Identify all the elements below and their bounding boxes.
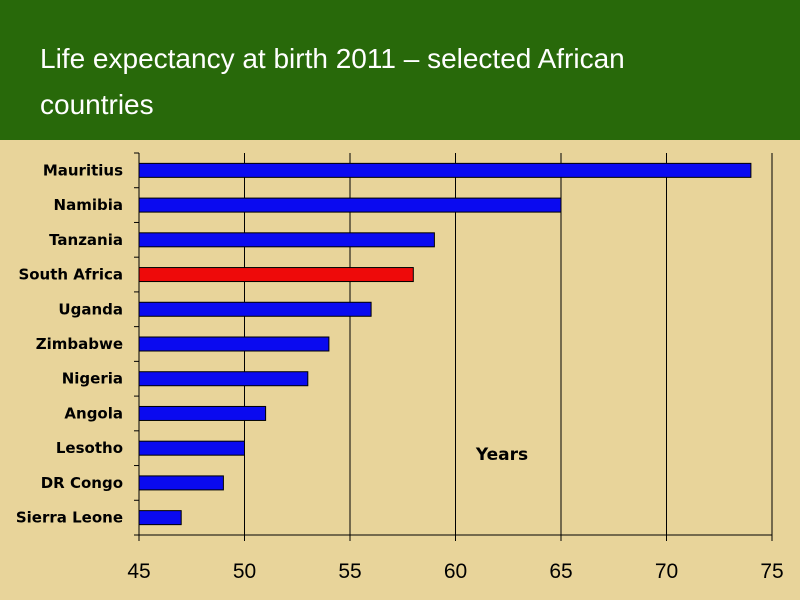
category-label-zimbabwe: Zimbabwe	[36, 335, 123, 353]
bar-lesotho	[138, 440, 245, 456]
x-tick-label-70: 70	[655, 560, 678, 583]
title-bar: Life expectancy at birth 2011 – selected…	[0, 0, 800, 140]
category-labels: Mauritius Namibia Tanzania South Africa Ugan…	[16, 161, 123, 526]
category-label-uganda: Uganda	[58, 300, 123, 318]
x-tick-label-75: 75	[760, 560, 783, 583]
bar-south-africa	[138, 267, 414, 283]
x-tick-label-65: 65	[549, 560, 572, 583]
category-label-namibia: Namibia	[54, 196, 123, 214]
bar-uganda	[138, 301, 372, 317]
x-tick-label-45: 45	[127, 560, 150, 583]
category-label-tanzania: Tanzania	[49, 231, 123, 249]
category-label-south-africa: South Africa	[18, 266, 123, 284]
x-tick-label-55: 55	[338, 560, 361, 583]
axes	[134, 152, 773, 541]
bar-angola	[138, 405, 267, 421]
x-tick-labels: 45 50 55 60 65 70 75	[127, 560, 783, 583]
years-annotation: Years	[475, 445, 528, 465]
category-label-angola: Angola	[64, 404, 123, 422]
slide-title: Life expectancy at birth 2011 – selected…	[40, 43, 625, 120]
gridlines	[244, 153, 773, 535]
bar-zimbabwe	[138, 336, 330, 352]
bar-dr-congo	[138, 475, 224, 491]
category-label-dr-congo: DR Congo	[41, 474, 123, 492]
category-label-lesotho: Lesotho	[56, 439, 123, 457]
bars	[138, 162, 752, 526]
category-label-mauritius: Mauritius	[43, 161, 123, 179]
bar-tanzania	[138, 232, 435, 248]
bar-mauritius	[138, 162, 752, 178]
x-tick-label-50: 50	[233, 560, 256, 583]
bar-nigeria	[138, 371, 309, 387]
bar-sierra-leone	[138, 510, 182, 526]
category-label-sierra-leone: Sierra Leone	[16, 509, 123, 527]
bar-namibia	[138, 197, 562, 213]
category-label-nigeria: Nigeria	[62, 370, 123, 388]
x-tick-label-60: 60	[444, 560, 467, 583]
